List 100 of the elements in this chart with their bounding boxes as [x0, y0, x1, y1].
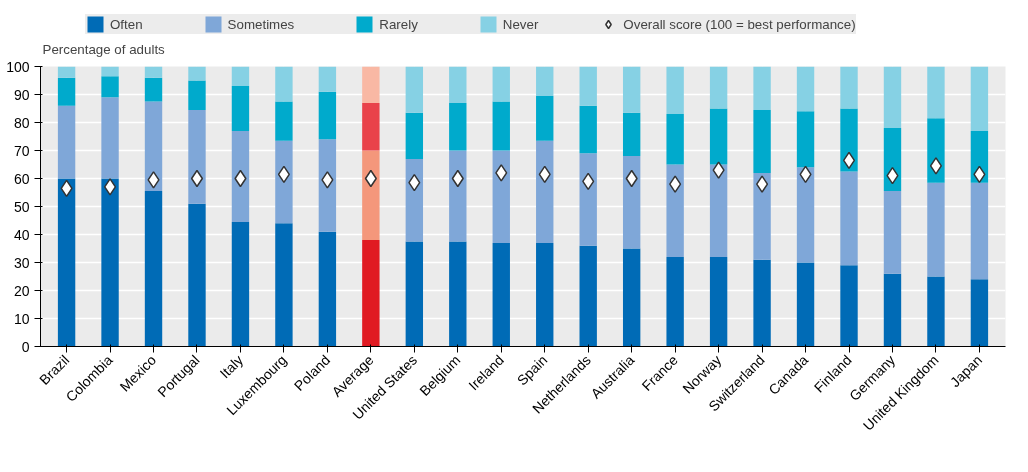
legend-label: Never: [502, 16, 539, 32]
bar: [449, 102, 467, 151]
bar: [927, 276, 945, 347]
bar: [318, 91, 337, 140]
bar: [622, 112, 641, 157]
point: [842, 151, 856, 170]
bar: [579, 105, 597, 154]
bar: [579, 153, 597, 246]
bar: [666, 256, 684, 347]
point: [103, 178, 117, 196]
y-tick-label: 80: [13, 114, 30, 131]
bar: [449, 150, 467, 242]
bar: [622, 66, 641, 113]
point: [190, 169, 204, 188]
bar: [405, 66, 424, 113]
bar: [666, 164, 684, 257]
bar: [753, 66, 771, 110]
legend-label: Sometimes: [227, 16, 295, 32]
bar: [492, 101, 510, 151]
bar: [883, 191, 902, 274]
bar: [275, 140, 293, 224]
bar: [709, 108, 728, 165]
y-tick-label: 90: [13, 86, 30, 103]
bar: [57, 66, 76, 78]
y-tick-label: 60: [13, 170, 30, 187]
bar: [362, 102, 380, 151]
bar: [709, 256, 728, 347]
bar: [622, 248, 641, 347]
bar: [362, 240, 380, 347]
bar: [449, 66, 467, 103]
legend-label: Overall score (100 = best performance): [623, 16, 856, 32]
y-tick-label: 0: [21, 338, 30, 355]
bar: [666, 66, 684, 115]
bar: [57, 105, 76, 179]
bar: [796, 167, 815, 263]
point: [495, 164, 508, 182]
bar: [753, 109, 771, 173]
bar: [536, 242, 554, 347]
point: [929, 157, 943, 175]
bar: [536, 66, 554, 96]
bar: [883, 273, 902, 347]
bar: [579, 66, 597, 106]
y-axis-title: Percentage of adults: [42, 41, 166, 57]
bar: [188, 203, 206, 347]
y-tick-label: 10: [13, 310, 30, 327]
bar: [101, 76, 119, 98]
bar: [927, 182, 945, 277]
y-tick-label: 20: [13, 282, 30, 299]
bar: [796, 111, 815, 168]
y-tick-label: 50: [13, 198, 30, 215]
bar: [927, 66, 945, 119]
point: [147, 171, 160, 189]
bar: [101, 66, 119, 77]
bar: [275, 101, 293, 141]
bar: [536, 95, 554, 141]
bar: [970, 279, 989, 347]
bar: [275, 66, 293, 102]
bar: [231, 130, 250, 222]
bar: [492, 242, 510, 347]
point: [755, 175, 769, 193]
bar: [231, 221, 250, 347]
bar: [101, 97, 119, 179]
bar: [188, 80, 206, 110]
bar: [318, 66, 337, 92]
bar: [579, 245, 597, 347]
bar: [840, 66, 858, 109]
bar: [622, 156, 641, 249]
bar: [318, 231, 337, 347]
bar: [405, 158, 424, 242]
legend-label: Often: [110, 16, 143, 32]
y-tick-label: 40: [13, 226, 30, 243]
bar: [753, 259, 771, 347]
y-tick-label: 100: [6, 58, 30, 75]
bar: [362, 150, 380, 241]
point: [277, 165, 291, 184]
bar: [753, 172, 771, 260]
bar: [796, 66, 815, 112]
point: [321, 171, 334, 189]
bar: [709, 66, 728, 109]
legend-label: Rarely: [379, 16, 418, 32]
bar: [883, 66, 902, 129]
bar: [927, 118, 945, 183]
bar: [492, 150, 510, 243]
bar: [231, 66, 250, 87]
bar: [188, 66, 206, 81]
bar: [144, 191, 163, 347]
bar: [970, 66, 989, 131]
bar: [709, 164, 728, 257]
point: [712, 161, 725, 179]
bar: [536, 140, 554, 243]
bar: [144, 101, 163, 192]
bar: [796, 262, 815, 347]
bar: [188, 109, 206, 204]
y-tick-label: 30: [13, 254, 30, 271]
bar: [57, 77, 76, 106]
bar: [405, 112, 424, 159]
bar: [101, 178, 119, 347]
bar: [840, 265, 858, 347]
point: [669, 175, 682, 193]
bar: [318, 139, 337, 232]
